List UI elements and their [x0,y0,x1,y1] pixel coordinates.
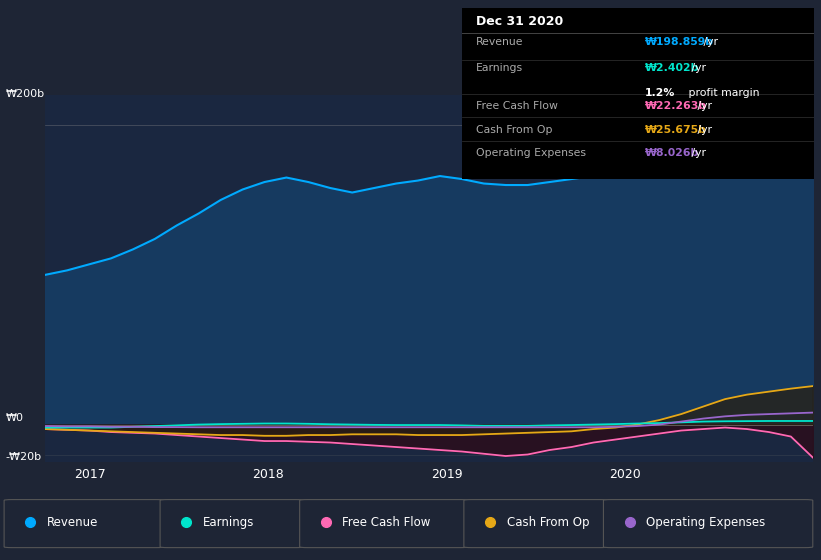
Text: Free Cash Flow: Free Cash Flow [476,101,558,111]
Text: ₩200b: ₩200b [6,90,45,99]
Text: profit margin: profit margin [686,88,760,98]
Text: ₩22.263b: ₩22.263b [645,101,707,111]
Text: Revenue: Revenue [476,38,524,48]
Text: ₩8.026b: ₩8.026b [645,148,699,158]
Text: Dec 31 2020: Dec 31 2020 [476,15,563,28]
FancyBboxPatch shape [160,500,304,548]
Text: Operating Expenses: Operating Expenses [646,516,765,529]
Text: ₩2.402b: ₩2.402b [645,63,699,73]
Text: ₩0: ₩0 [6,413,24,423]
Text: /yr: /yr [700,38,718,48]
FancyBboxPatch shape [603,500,813,548]
Text: ₩198.859b: ₩198.859b [645,38,714,48]
Text: /yr: /yr [694,101,712,111]
Text: Cash From Op: Cash From Op [476,124,553,134]
Text: -₩20b: -₩20b [6,452,42,463]
Text: ₩25.675b: ₩25.675b [645,124,707,134]
Text: /yr: /yr [694,124,712,134]
Text: Cash From Op: Cash From Op [507,516,589,529]
Text: Revenue: Revenue [47,516,99,529]
FancyBboxPatch shape [464,500,608,548]
Text: 1.2%: 1.2% [645,88,676,98]
Text: Earnings: Earnings [203,516,255,529]
Text: Free Cash Flow: Free Cash Flow [342,516,431,529]
Text: Operating Expenses: Operating Expenses [476,148,586,158]
FancyBboxPatch shape [300,500,468,548]
Text: /yr: /yr [688,148,706,158]
Text: /yr: /yr [688,63,706,73]
Text: Earnings: Earnings [476,63,524,73]
FancyBboxPatch shape [4,500,164,548]
